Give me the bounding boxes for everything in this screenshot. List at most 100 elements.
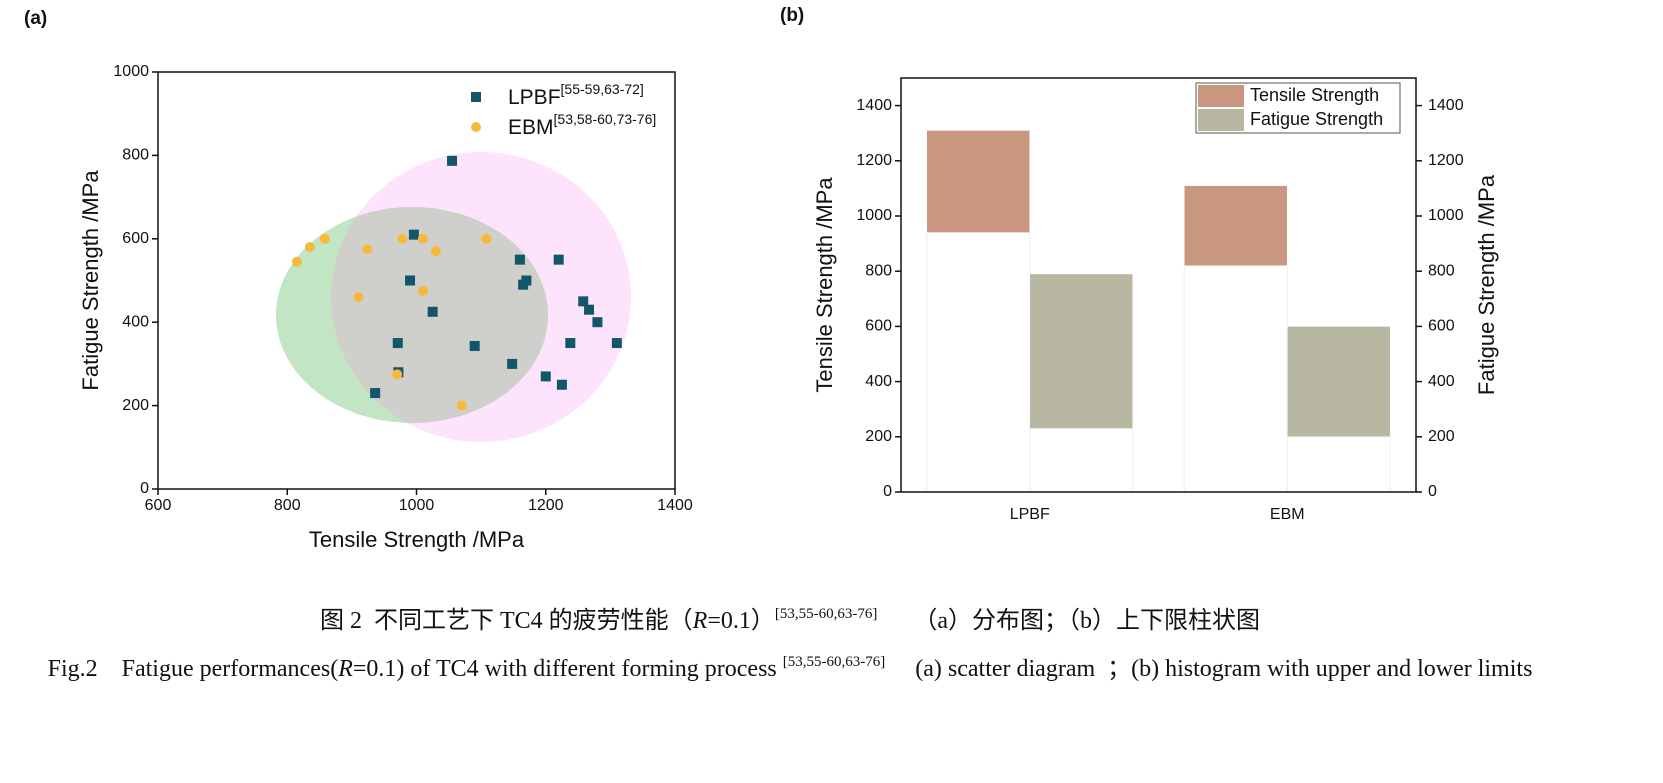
region-ellipses: [276, 152, 631, 442]
point: [556, 379, 567, 390]
x-tick-label: 1200: [528, 497, 564, 514]
y-tick-label: 0: [883, 483, 892, 500]
bar: [1029, 273, 1133, 429]
point: [514, 254, 525, 265]
caption-refs: [53,55-60,63-76]: [782, 654, 886, 670]
legend-label: EBM[53,58-60,73-76]: [508, 111, 656, 139]
y2-tick-label: 800: [1428, 262, 1455, 279]
y-tick-label: 1000: [856, 207, 892, 224]
legend-label: Tensile Strength: [1250, 85, 1379, 105]
y2-axis-title: Fatigue Strength /MPa: [1474, 174, 1499, 395]
caption-var: R: [692, 608, 708, 634]
legend-marker: [471, 122, 481, 132]
legend-name: EBM: [508, 116, 554, 139]
y2-tick-label: 200: [1428, 428, 1455, 445]
point: [565, 338, 576, 349]
point: [392, 369, 403, 380]
caption-text: (a) scatter diagram ；(b) histogram with …: [885, 656, 1533, 682]
y2-tick-label: 0: [1428, 483, 1437, 500]
bar: [1287, 326, 1391, 438]
caption-text: （a）分布图；（b）上下限柱状图: [877, 608, 1261, 634]
bar-base: [1183, 265, 1288, 493]
x-tick-label: 1400: [657, 497, 693, 514]
caption-text: =0.1) of TC4 with different forming proc…: [352, 656, 783, 682]
point: [291, 256, 302, 267]
y-tick-label: 200: [122, 397, 149, 414]
point: [456, 400, 467, 411]
y-tick-label: 400: [865, 373, 892, 390]
plot-frame: [900, 77, 1417, 493]
bar: [926, 130, 1030, 233]
caption-var: R: [338, 656, 353, 682]
y-tick-label: 1200: [856, 152, 892, 169]
bar-base: [926, 232, 1031, 493]
y-tick-label: 1000: [113, 63, 149, 80]
caption-text: 图 2 不同工艺下 TC4 的疲劳性能（: [319, 608, 693, 634]
point: [592, 317, 603, 328]
x-axis-title: Tensile Strength /MPa: [309, 527, 525, 552]
x-tick-label: LPBF: [1010, 506, 1050, 523]
legend-name: LPBF: [508, 86, 561, 109]
point: [370, 388, 381, 399]
point: [507, 358, 518, 369]
point: [481, 233, 492, 244]
point: [353, 292, 364, 303]
y2-tick-label: 1000: [1428, 207, 1464, 224]
bar-base: [1029, 428, 1134, 493]
y-tick-label: 0: [140, 480, 149, 497]
y2-tick-label: 600: [1428, 318, 1455, 335]
panel-label: (b): [780, 5, 804, 26]
legend-marker: [471, 92, 481, 102]
panel-label: (a): [24, 8, 47, 29]
y-axis-title: Fatigue Strength /MPa: [78, 170, 103, 391]
point: [447, 155, 458, 166]
caption-text: Fig.2 Fatigue performances(: [47, 656, 339, 682]
legend-label: Fatigue Strength: [1250, 109, 1383, 129]
y-tick-label: 800: [865, 262, 892, 279]
legend-refs: [55-59,63-72]: [561, 81, 644, 97]
y2-tick-label: 400: [1428, 373, 1455, 390]
caption-refs: [53,55-60,63-76]: [774, 606, 878, 622]
y2-tick-label: 1400: [1428, 97, 1464, 114]
caption-en: Fig.2 Fatigue performances(R=0.1) of TC4…: [20, 646, 1560, 692]
point: [578, 296, 589, 307]
figure: (a) (b) 600 800 1000 1200 1400 0 200 400 600 800 1…: [24, 5, 1499, 552]
point: [397, 233, 408, 244]
point: [430, 246, 441, 257]
x-tick-label: 800: [274, 497, 301, 514]
point: [304, 242, 315, 253]
x-tick-label: 1000: [399, 497, 435, 514]
point: [362, 244, 373, 255]
legend-swatch: [1198, 85, 1244, 107]
caption-zh: 图 2 不同工艺下 TC4 的疲劳性能（R=0.1）[53,55-60,63-7…: [10, 598, 1570, 644]
y-axis-title: Tensile Strength /MPa: [812, 177, 837, 393]
x-tick-label: EBM: [1270, 506, 1305, 523]
point: [408, 229, 419, 240]
bar: [1184, 185, 1288, 266]
x-tick-label: 600: [145, 497, 172, 514]
point: [611, 338, 622, 349]
y-tick-label: 200: [865, 428, 892, 445]
y-tick-label: 400: [122, 313, 149, 330]
point: [417, 233, 428, 244]
legend-label: LPBF[55-59,63-72]: [508, 81, 644, 109]
legend-box: [1195, 82, 1401, 134]
caption-text: =0.1）: [707, 608, 775, 634]
point: [469, 340, 480, 351]
point: [427, 306, 438, 317]
point: [392, 338, 403, 349]
point: [540, 371, 551, 382]
y-tick-label: 600: [122, 230, 149, 247]
point: [584, 304, 595, 315]
y-tick-label: 1400: [856, 97, 892, 114]
bar-base: [1286, 436, 1391, 493]
y2-tick-label: 1200: [1428, 152, 1464, 169]
legend-swatch: [1198, 109, 1244, 131]
point: [417, 285, 428, 296]
y-tick-label: 600: [865, 318, 892, 335]
point: [521, 275, 532, 286]
legend-refs: [53,58-60,73-76]: [554, 111, 657, 127]
point: [405, 275, 416, 286]
y-tick-label: 800: [122, 147, 149, 164]
